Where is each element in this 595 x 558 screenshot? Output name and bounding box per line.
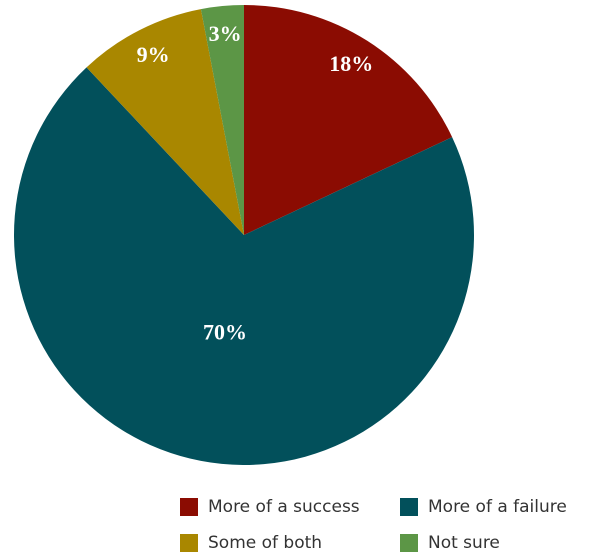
data-label: 3%	[209, 21, 242, 46]
pie-slice	[200, 5, 244, 235]
pie-slice	[244, 5, 453, 235]
pie-slice	[13, 67, 474, 466]
data-label: 70%	[203, 319, 247, 344]
data-label: 9%	[137, 42, 170, 67]
legend-label: More of a failure	[428, 497, 567, 517]
legend-swatch	[180, 498, 198, 516]
legend-swatch	[400, 534, 418, 552]
data-label: 18%	[329, 51, 373, 76]
pie-slice	[86, 9, 244, 236]
legend-swatch	[180, 534, 198, 552]
legend-label: Not sure	[428, 533, 500, 553]
legend-swatch	[400, 498, 418, 516]
legend-label: Some of both	[208, 533, 322, 553]
legend-label: More of a success	[208, 497, 360, 517]
